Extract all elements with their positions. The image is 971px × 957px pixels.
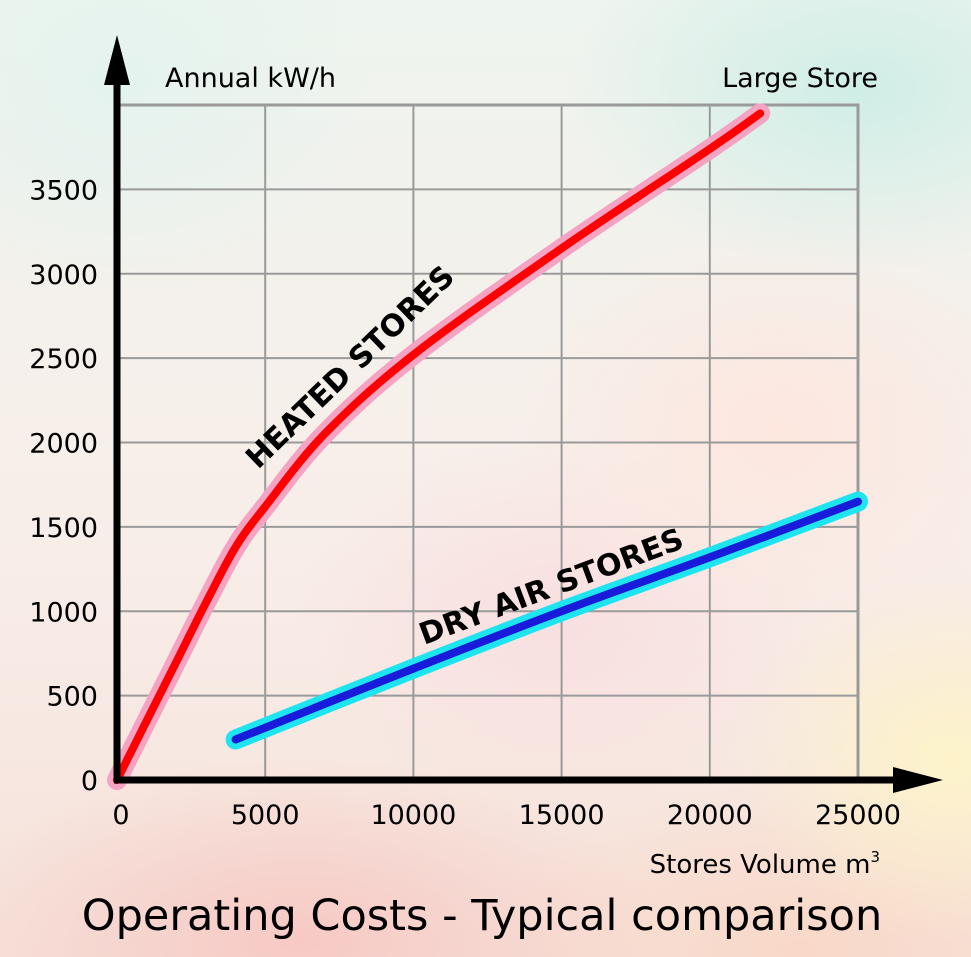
y-tick-label-2500: 2500 <box>29 344 98 375</box>
y-axis-label: Annual kW/h <box>165 63 336 94</box>
x-tick-label-20000: 20000 <box>667 800 753 831</box>
y-tick-label-0: 0 <box>81 766 98 797</box>
corner-label: Large Store <box>722 63 878 94</box>
grid <box>117 105 859 780</box>
x-tick-label-0: 0 <box>112 800 129 831</box>
ticks: 0 500 1000 1500 2000 2500 3000 3500 0 5000 10000 15… <box>29 175 901 831</box>
x-axis-arrowhead <box>893 767 943 793</box>
series-layer <box>107 103 868 790</box>
x-tick-label-10000: 10000 <box>370 800 456 831</box>
series-line-dry-air-stores <box>231 497 862 744</box>
y-tick-label-500: 500 <box>46 682 98 713</box>
x-axis-label: Stores Volume m3 <box>650 848 880 880</box>
axes <box>104 35 943 793</box>
y-tick-label-1500: 1500 <box>29 513 98 544</box>
chart-title: Operating Costs - Typical comparison <box>82 891 882 941</box>
x-axis-label-text: Stores Volume m <box>650 850 871 880</box>
series-halo-heated-stores <box>107 103 771 790</box>
x-tick-label-5000: 5000 <box>231 800 300 831</box>
x-tick-label-15000: 15000 <box>519 800 605 831</box>
series-line-heated-stores <box>113 109 765 784</box>
y-axis-arrowhead <box>104 35 130 85</box>
x-axis-label-superscript: 3 <box>870 848 880 866</box>
y-tick-label-3500: 3500 <box>29 175 98 206</box>
y-tick-label-2000: 2000 <box>29 429 98 460</box>
x-tick-label-25000: 25000 <box>815 800 901 831</box>
y-tick-label-1000: 1000 <box>29 597 98 628</box>
y-tick-label-3000: 3000 <box>29 260 98 291</box>
